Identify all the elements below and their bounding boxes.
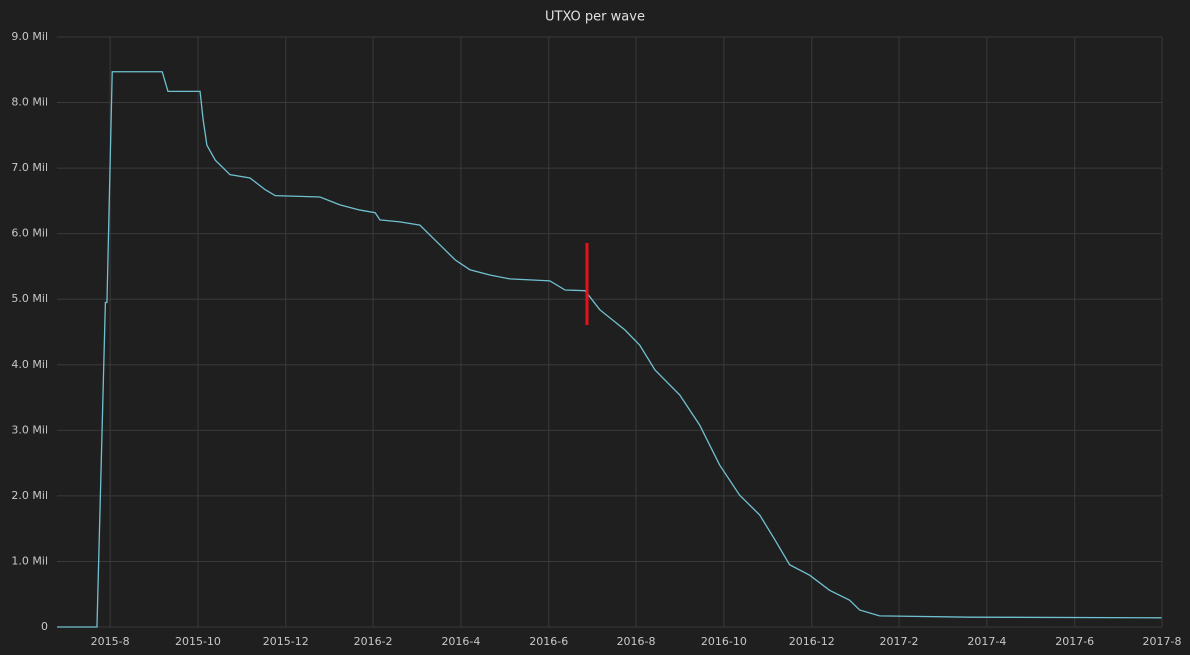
x-tick-label: 2015-10 (175, 635, 221, 648)
plot (57, 71, 1162, 628)
x-tick-label: 2015-12 (263, 635, 309, 648)
y-tick-label: 8.0 Mil (11, 96, 48, 109)
y-tick-label: 6.0 Mil (11, 227, 48, 240)
y-tick-label: 7.0 Mil (11, 161, 48, 174)
x-tick-label: 2016-8 (617, 635, 656, 648)
x-tick-label: 2016-4 (441, 635, 480, 648)
x-tick-label: 2015-8 (91, 635, 130, 648)
series-line (57, 71, 1162, 628)
x-tick-label: 2017-2 (880, 635, 919, 648)
x-tick-label: 2016-2 (354, 635, 393, 648)
y-tick-label: 0 (41, 620, 48, 633)
y-tick-label: 3.0 Mil (11, 423, 48, 436)
y-tick-label: 5.0 Mil (11, 292, 48, 305)
y-tick-label: 4.0 Mil (11, 358, 48, 371)
x-tick-label: 2016-12 (789, 635, 835, 648)
x-tick-label: 2017-8 (1143, 635, 1182, 648)
x-tick-label: 2017-6 (1055, 635, 1094, 648)
y-tick-label: 2.0 Mil (11, 489, 48, 502)
y-tick-label: 1.0 Mil (11, 554, 48, 567)
x-tick-label: 2016-6 (529, 635, 568, 648)
y-tick-label: 9.0 Mil (11, 30, 48, 43)
grid (57, 36, 1163, 628)
chart-title: UTXO per wave (545, 10, 645, 25)
x-tick-label: 2016-10 (701, 635, 747, 648)
x-tick-label: 2017-4 (967, 635, 1006, 648)
